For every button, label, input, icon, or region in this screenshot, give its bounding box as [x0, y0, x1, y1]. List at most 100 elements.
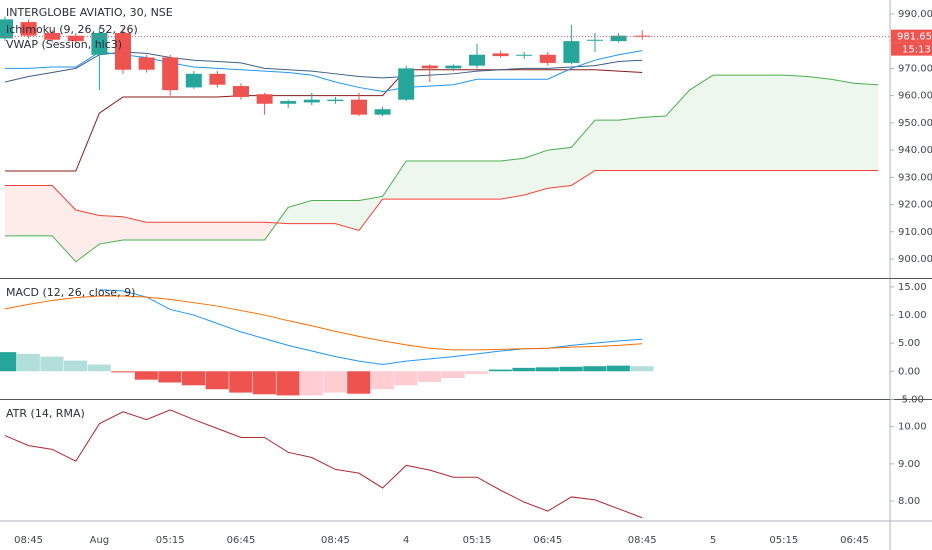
line-series: [5, 74, 879, 263]
y-tick-label: 8.00: [898, 496, 920, 507]
last-price-label: 981.65: [897, 32, 932, 43]
indicator-label: VWAP (Session, hlc3): [6, 38, 122, 51]
candle-body: [587, 39, 603, 41]
countdown-box: [891, 42, 932, 56]
cloud-fill: [854, 83, 879, 171]
candle-body: [492, 53, 509, 57]
pane: [4, 409, 643, 519]
candle-body: [327, 99, 344, 102]
x-tick-label: 08:45: [14, 535, 43, 546]
cloud-fill: [75, 209, 100, 262]
histogram-bar: [394, 371, 418, 386]
cloud-fill: [571, 120, 595, 186]
cloud-fill: [170, 222, 194, 240]
cloud-fill: [453, 160, 477, 200]
histogram-bar: [418, 371, 442, 382]
histogram-bar: [441, 371, 465, 378]
candle-body: [233, 86, 249, 97]
histogram-bar: [583, 366, 607, 372]
cloud-fill: [193, 222, 218, 240]
histogram-bar: [559, 366, 583, 372]
candle-body: [280, 101, 297, 104]
cloud-fill: [146, 222, 171, 240]
histogram-bar: [323, 371, 347, 393]
candle-body: [351, 99, 367, 115]
line-series: [5, 69, 643, 172]
histogram-bar: [0, 352, 17, 372]
histogram-bar: [488, 369, 512, 372]
candle-body: [162, 57, 179, 91]
y-tick-label: 960.00: [898, 91, 932, 102]
cloud-fill: [689, 75, 713, 171]
cloud-fill: [99, 215, 123, 245]
y-tick-label: 940.00: [898, 145, 932, 156]
indicator-label: MACD (12, 26, close, 9): [6, 286, 135, 299]
y-tick-label: 5.00: [898, 338, 920, 349]
cloud-fill: [736, 75, 761, 171]
histogram-bar: [16, 353, 40, 372]
histogram-bar: [229, 371, 253, 393]
countdown-label: 15:13: [902, 45, 931, 56]
histogram-bar: [347, 371, 371, 394]
x-tick-label: 05:15: [156, 535, 185, 546]
histogram-bar: [87, 364, 111, 372]
histogram-bar: [64, 360, 88, 372]
indicator-label: Ichimoku (9, 26, 52, 26): [6, 23, 138, 36]
y-tick-label: 900.00: [898, 254, 932, 265]
cloud-fill: [595, 120, 619, 171]
histogram-bar: [40, 356, 64, 372]
candle-body: [610, 35, 627, 42]
y-tick-label: 9.00: [898, 459, 920, 470]
histogram-bar: [536, 367, 560, 372]
histogram-bar: [182, 371, 206, 386]
cloud-fill: [713, 75, 737, 171]
last-price-box: [891, 29, 932, 43]
line-series: [4, 295, 643, 351]
histogram-bar: [606, 365, 630, 372]
candle-body: [115, 32, 131, 70]
cloud-fill: [760, 75, 784, 171]
line-series: [4, 409, 643, 519]
cloud-fill: [807, 76, 831, 171]
candle-body: [185, 73, 202, 88]
candle-body: [0, 19, 13, 39]
x-tick-label: 05:15: [769, 535, 798, 546]
chart-title: INTERGLOBE AVIATIO, 30, NSE: [6, 6, 173, 19]
cloud-fill: [524, 150, 548, 196]
candle-body: [138, 57, 155, 70]
x-tick-label: 08:45: [628, 535, 657, 546]
y-tick-label: 970.00: [898, 63, 932, 74]
y-tick-label: -5.00: [898, 394, 924, 405]
x-tick-label: 05:15: [463, 535, 492, 546]
candle-body: [421, 65, 438, 69]
cloud-fill: [288, 200, 312, 224]
candle-body: [20, 22, 37, 36]
y-tick-label: 990.00: [898, 9, 932, 20]
line-series: [5, 170, 879, 232]
y-tick-label: 920.00: [898, 200, 932, 211]
candle-body: [516, 54, 533, 56]
line-series: [5, 50, 643, 93]
histogram-bar: [111, 371, 135, 373]
histogram-bar: [276, 371, 300, 396]
histogram-bar: [252, 371, 276, 395]
plot-layers: [0, 16, 879, 519]
y-tick-label: 10.00: [898, 422, 927, 433]
cloud-fill: [783, 75, 808, 171]
indicator-label: ATR (14, RMA): [6, 407, 85, 420]
candle-body: [539, 54, 556, 63]
cloud-fill: [52, 185, 76, 262]
pane: [0, 16, 879, 263]
candle-body: [91, 32, 108, 55]
cloud-fill: [406, 160, 430, 200]
pane: [0, 289, 654, 396]
x-tick-label: 06:45: [533, 535, 562, 546]
histogram-bar: [134, 371, 158, 380]
histogram-bar: [512, 367, 536, 372]
x-tick-label: 06:45: [840, 535, 869, 546]
cloud-fill: [665, 90, 690, 171]
histogram-bar: [300, 371, 324, 396]
x-tick-label: Aug: [90, 535, 110, 546]
y-tick-label: 15.00: [898, 282, 927, 293]
